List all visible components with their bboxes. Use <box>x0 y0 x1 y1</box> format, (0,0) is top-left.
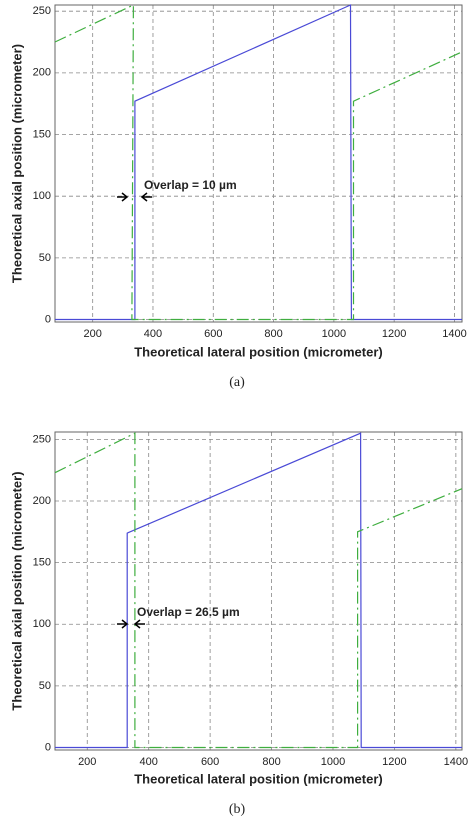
x-tick-label: 200 <box>78 756 96 768</box>
caption: (b) <box>229 802 246 817</box>
x-tick-label: 800 <box>262 756 280 768</box>
data-line <box>54 4 463 321</box>
y-tick-label: 0 <box>45 313 51 325</box>
x-tick-label: 1000 <box>322 328 346 340</box>
x-tick-label: 1200 <box>382 328 406 340</box>
annotation: Overlap = 26.5 µm <box>137 605 240 619</box>
data-line <box>55 432 462 749</box>
y-tick-label: 250 <box>33 5 51 17</box>
plot-frame <box>54 4 463 323</box>
arrow <box>117 192 129 202</box>
x-tick-label: 1000 <box>321 756 345 768</box>
caption: (a) <box>229 375 245 390</box>
x-tick-label: 400 <box>140 756 158 768</box>
arrow <box>140 192 152 202</box>
x-tick-label: 600 <box>201 756 219 768</box>
y-tick-label: 100 <box>33 190 51 202</box>
y-tick-label: 50 <box>39 252 51 264</box>
x-axis-label: Theoretical lateral position (micrometer… <box>134 771 383 786</box>
arrow <box>117 619 129 629</box>
y-tick-label: 200 <box>33 495 51 507</box>
x-tick-label: 1200 <box>382 756 406 768</box>
data-line <box>55 4 462 321</box>
x-tick-label: 400 <box>144 328 162 340</box>
x-tick-label: 200 <box>84 328 102 340</box>
y-axis-label: Theoretical axial position (micrometer) <box>9 44 24 283</box>
y-tick-label: 200 <box>33 67 51 79</box>
x-axis-label: Theoretical lateral position (micrometer… <box>134 344 383 359</box>
y-tick-label: 150 <box>33 128 51 140</box>
y-tick-label: 100 <box>33 618 51 630</box>
plot-frame <box>54 431 463 751</box>
arrow <box>133 619 145 629</box>
y-tick-label: 150 <box>33 557 51 569</box>
x-tick-label: 1400 <box>444 756 468 768</box>
data-line <box>54 432 463 749</box>
y-tick-label: 50 <box>39 680 51 692</box>
x-tick-label: 1400 <box>442 328 466 340</box>
y-tick-label: 250 <box>33 433 51 445</box>
x-tick-label: 600 <box>204 328 222 340</box>
y-tick-label: 0 <box>45 741 51 753</box>
annotation: Overlap = 10 µm <box>144 178 237 192</box>
y-axis-label: Theoretical axial position (micrometer) <box>9 471 24 710</box>
x-tick-label: 800 <box>264 328 282 340</box>
